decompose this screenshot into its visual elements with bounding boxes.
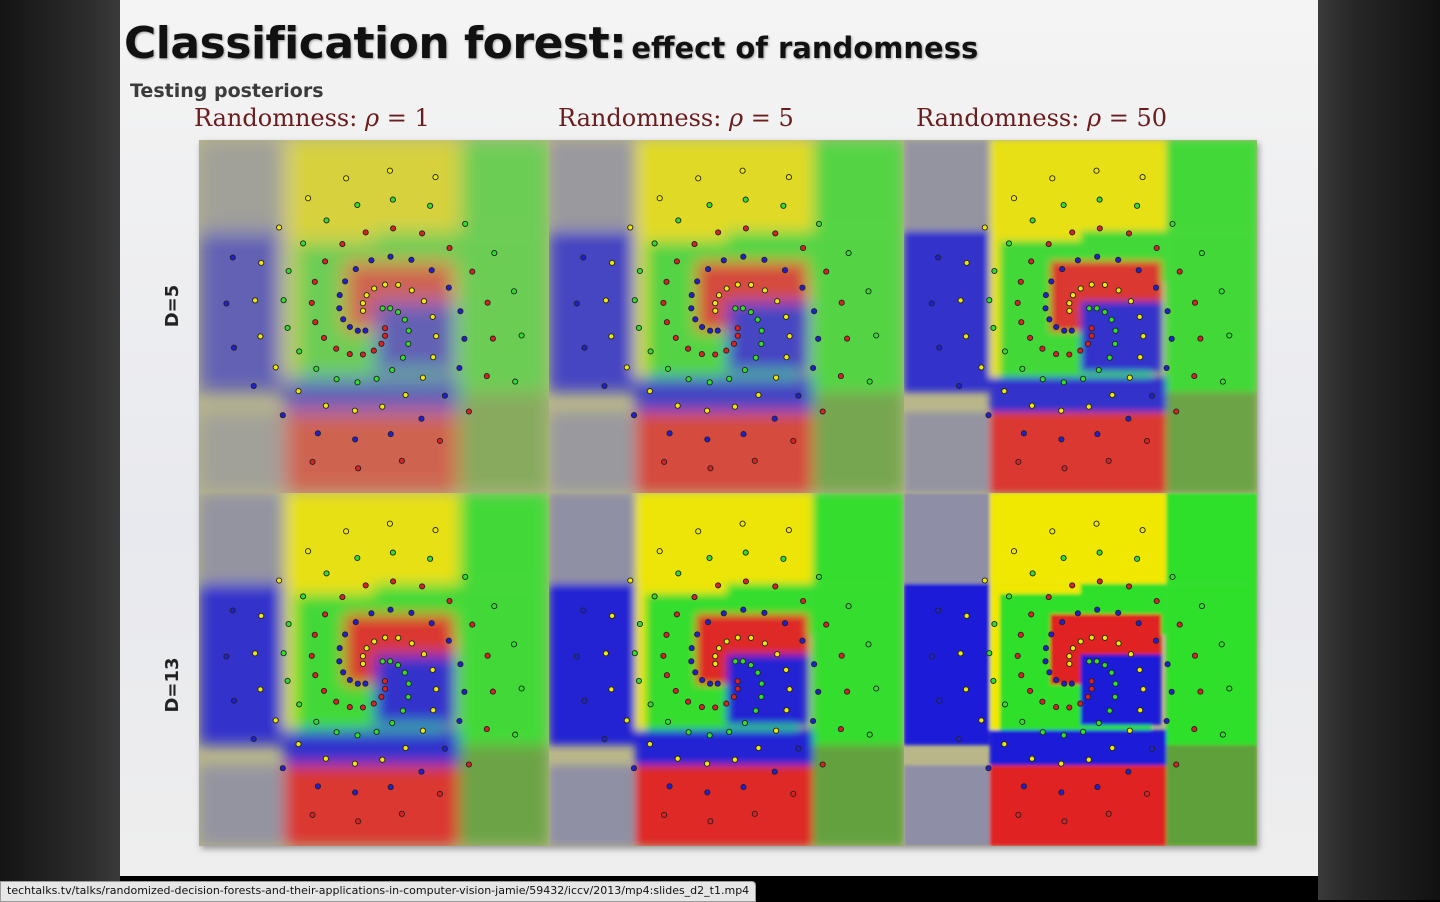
column-title-3: Randomness: ρ = 50 (916, 104, 1167, 132)
column-title-1: Randomness: ρ = 1 (194, 104, 430, 132)
posterior-panel (904, 140, 1257, 493)
posterior-figure-grid (199, 140, 1257, 846)
row-label-depth-5: D=5 (162, 284, 183, 328)
rho-symbol: ρ (728, 104, 744, 132)
rho-symbol: ρ (364, 104, 380, 132)
slide-title-main: Classification forest: (124, 18, 627, 69)
slide-title-sub: effect of randomness (631, 31, 979, 65)
slide-title: Classification forest: effect of randomn… (124, 18, 978, 69)
video-letterbox-left (0, 0, 120, 900)
video-letterbox-right (1318, 0, 1440, 900)
column-title-value: = 50 (1108, 104, 1168, 132)
presentation-slide: Classification forest: effect of randomn… (120, 0, 1318, 876)
status-url-tooltip: techtalks.tv/talks/randomized-decision-f… (0, 881, 757, 902)
posterior-panel (199, 140, 549, 493)
column-title-value: = 5 (750, 104, 794, 132)
posterior-panel (549, 140, 904, 493)
column-title-2: Randomness: ρ = 5 (558, 104, 794, 132)
posterior-panel (904, 493, 1257, 846)
column-title-label: Randomness: (194, 104, 358, 132)
section-label: Testing posteriors (130, 80, 324, 102)
posterior-panel (549, 493, 904, 846)
rho-symbol: ρ (1086, 104, 1102, 132)
column-title-value: = 1 (386, 104, 430, 132)
row-label-depth-13: D=13 (162, 657, 183, 713)
column-title-label: Randomness: (916, 104, 1080, 132)
column-title-label: Randomness: (558, 104, 722, 132)
posterior-panel (199, 493, 549, 846)
